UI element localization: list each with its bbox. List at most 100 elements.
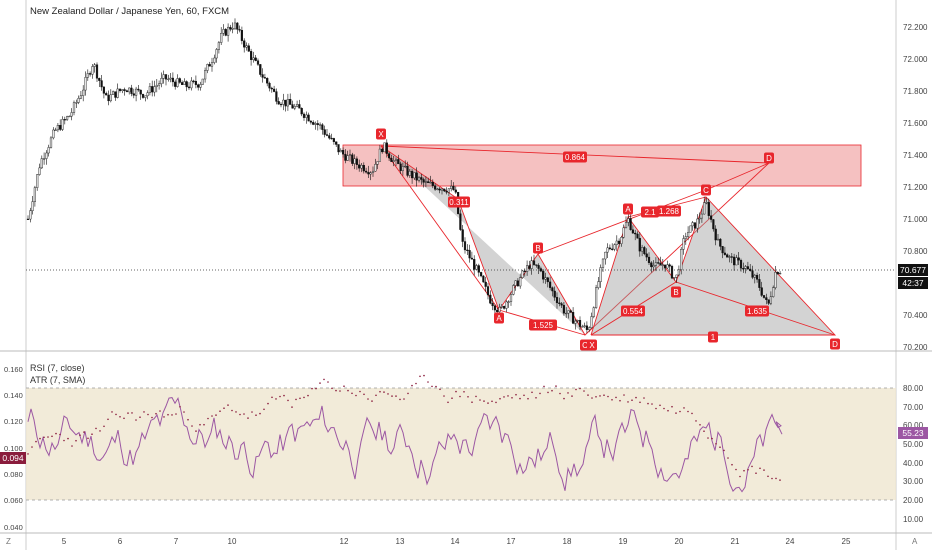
atr-dot [303,396,305,399]
atr-dot [351,392,353,395]
candle-body [392,160,395,162]
candle-body [447,188,450,193]
candle-body [105,93,108,96]
atr-dot [719,446,721,449]
atr-dot [687,410,689,413]
atr-dot [711,437,713,440]
candle-body [187,86,191,89]
atr-dot [723,449,725,452]
candle-body [224,29,227,36]
candle-body [125,90,128,93]
atr-dot [131,412,133,414]
atr-dot [103,425,105,428]
candle-body [415,172,418,181]
candle-body [530,260,533,269]
candle-body [183,81,186,85]
candle-body [774,272,777,288]
candle-body [139,89,142,95]
rsi-legend[interactable]: RSI (7, close) [30,363,85,373]
candle-body [275,91,278,102]
candle-body [565,312,568,315]
atr-dot [271,396,273,399]
pattern-label-bg [563,151,587,163]
candle-body [100,80,103,88]
atr-dot [247,417,249,419]
candle-body [337,144,340,153]
pattern-label-bg [745,305,769,317]
candle-body [390,157,393,162]
candle-body [406,165,409,176]
candle-body [47,147,50,154]
atr-dot [211,415,213,417]
price-tick-label: 71.400 [903,151,928,160]
candle-body [266,78,269,84]
pattern-label-ratio_xd: 0.864 [565,153,586,162]
pattern-label-c1: C [582,341,588,350]
candle-body [132,93,135,96]
atr-dot [527,397,529,400]
atr-dot [491,400,493,403]
pattern-label-d_top: D [766,154,772,163]
candle-body [668,264,671,267]
candle-body [273,88,276,92]
candle-body [507,301,510,303]
candle-body [109,94,112,102]
rsi-tick-label: 70.00 [903,403,924,412]
candle-body [417,177,421,181]
candle-body [385,142,388,154]
candle-body [726,254,729,258]
atr-dot [411,384,413,387]
candle-body [114,91,117,98]
corner-right-label[interactable]: A [912,537,918,546]
candle-body [141,93,145,98]
candle-body [128,87,131,93]
candle-body [737,257,740,261]
atr-dot [191,425,193,427]
candle-body [505,301,508,309]
atr-dot [231,409,233,412]
candle-body [52,129,55,139]
atr-legend[interactable]: ATR (7, SMA) [30,375,86,385]
candle-body [252,57,255,60]
atr-dot [151,416,153,419]
candle-body [537,265,540,269]
candle-body [560,303,563,306]
time-tick-label: 10 [228,537,237,546]
pattern-label-bg [448,196,470,208]
candle-body [779,272,782,275]
atr-dot [683,407,685,409]
atr-dot [43,436,45,439]
atr-dot [267,402,269,405]
atr-dot [643,397,645,399]
candle-body [749,268,752,271]
candle-body [620,237,623,244]
atr-dot [615,396,617,399]
atr-dot [243,413,245,415]
candle-body [134,88,138,96]
atr-dot [579,387,581,390]
candle-body [256,60,260,65]
candle-body [592,307,595,317]
atr-dot [171,414,173,416]
atr-dot [747,468,749,471]
candle-body [521,270,524,278]
rsi-tick-label: 80.00 [903,384,924,393]
candle-body [611,248,614,250]
atr-dot [591,397,593,399]
candle-body [348,154,352,156]
corner-left-label[interactable]: Z [6,537,11,546]
candle-body [29,210,32,220]
atr-dot [315,387,317,390]
candle-body [645,253,648,258]
price-tick-label: 70.800 [903,247,928,256]
candle-body [243,40,246,48]
candle-body [65,116,69,120]
atr-dot [59,433,61,436]
candle-body [431,182,434,186]
pattern-label-bg [657,205,681,217]
candle-body [111,91,115,95]
candle-body [153,86,156,93]
candle-body [95,64,99,79]
candle-body [151,86,154,93]
